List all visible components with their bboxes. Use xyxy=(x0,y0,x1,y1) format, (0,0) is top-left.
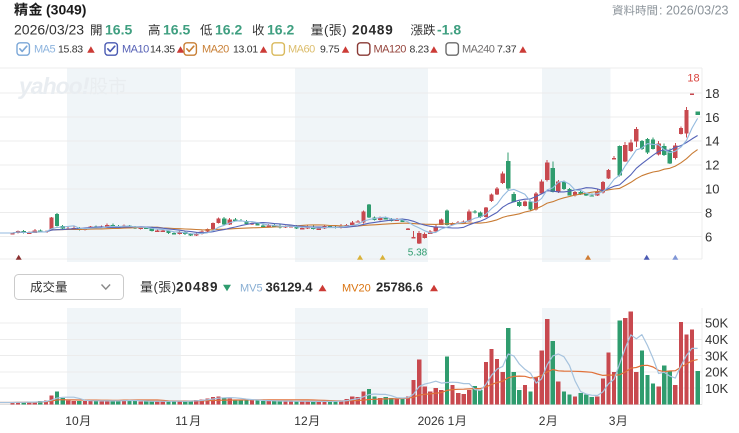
svg-text:12: 12 xyxy=(705,158,719,173)
svg-text:10K: 10K xyxy=(705,381,728,396)
svg-text:MA20: MA20 xyxy=(202,44,229,56)
svg-text:36129.4: 36129.4 xyxy=(266,280,314,295)
svg-text:6: 6 xyxy=(705,229,712,244)
svg-text:(: ( xyxy=(324,23,329,38)
svg-text:20489: 20489 xyxy=(176,280,219,295)
svg-text:MA60: MA60 xyxy=(288,44,315,56)
svg-text:yahoo!: yahoo! xyxy=(18,73,90,100)
svg-text:16.5: 16.5 xyxy=(163,22,190,38)
svg-text:16: 16 xyxy=(705,110,719,125)
svg-text:MA120: MA120 xyxy=(374,44,407,56)
svg-text:16.2: 16.2 xyxy=(215,22,242,38)
svg-text:7.37: 7.37 xyxy=(497,44,517,56)
svg-text:40K: 40K xyxy=(705,332,728,347)
svg-text:15.83: 15.83 xyxy=(58,44,83,56)
svg-text:): ) xyxy=(172,280,176,295)
svg-text:8.23: 8.23 xyxy=(410,44,430,56)
svg-text:MA240: MA240 xyxy=(462,44,495,56)
svg-text:2026 1: 2026 1 xyxy=(418,414,455,428)
svg-text:2: 2 xyxy=(539,414,546,428)
svg-text:MV5: MV5 xyxy=(240,283,263,295)
svg-text:20489: 20489 xyxy=(352,23,394,38)
svg-text:16.2: 16.2 xyxy=(267,22,294,38)
svg-text:8: 8 xyxy=(705,205,712,220)
svg-text:12: 12 xyxy=(294,414,308,428)
svg-text:3: 3 xyxy=(609,414,616,428)
svg-text:10: 10 xyxy=(65,414,79,428)
svg-text:14.35: 14.35 xyxy=(150,44,175,56)
svg-text:5.38: 5.38 xyxy=(408,248,428,259)
svg-text:25786.6: 25786.6 xyxy=(376,280,423,295)
svg-text:MA10: MA10 xyxy=(122,44,149,56)
svg-text:14: 14 xyxy=(705,134,719,149)
svg-text:18: 18 xyxy=(705,86,719,101)
svg-text:11: 11 xyxy=(175,414,188,428)
svg-text:30K: 30K xyxy=(705,348,728,363)
svg-text:): ) xyxy=(342,23,346,38)
svg-text:MA5: MA5 xyxy=(34,44,56,56)
svg-text:2026/03/23: 2026/03/23 xyxy=(14,22,84,38)
svg-text:MV20: MV20 xyxy=(342,283,371,295)
svg-text:9.75: 9.75 xyxy=(320,44,340,56)
svg-text:18: 18 xyxy=(687,73,699,85)
svg-text:: 2026/03/23: : 2026/03/23 xyxy=(659,4,729,18)
svg-text:(3049): (3049) xyxy=(46,2,86,18)
svg-text:(: ( xyxy=(154,280,159,295)
svg-text:-1.8: -1.8 xyxy=(437,22,461,38)
svg-text:50K: 50K xyxy=(705,316,728,331)
svg-text:20K: 20K xyxy=(705,365,728,380)
svg-text:16.5: 16.5 xyxy=(105,22,132,38)
svg-text:13.01: 13.01 xyxy=(233,44,258,56)
svg-text:10: 10 xyxy=(705,182,719,197)
